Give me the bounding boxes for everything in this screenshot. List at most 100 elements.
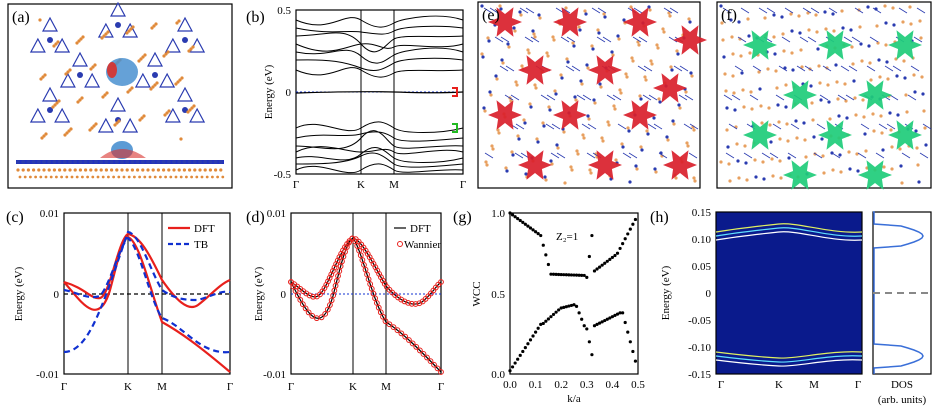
- cluster-star: [653, 73, 687, 103]
- side-substrate-atom: [21, 168, 25, 172]
- substrate-dot: [104, 32, 108, 36]
- pattern-atom: [778, 159, 782, 163]
- pattern-atom: [817, 64, 821, 68]
- pattern-atom: [653, 167, 657, 171]
- wannier-point: [434, 365, 441, 372]
- pattern-bond: [749, 94, 759, 101]
- substrate-dot: [137, 59, 141, 63]
- cluster-star: [588, 55, 622, 85]
- pattern-bond: [612, 94, 622, 101]
- pattern-atom: [652, 116, 656, 120]
- b-ytick-0: 0.5: [277, 5, 291, 17]
- wcc-point: [508, 211, 512, 215]
- g-ytick-1: 0.5: [491, 289, 505, 301]
- pattern-bond: [775, 94, 785, 101]
- h-ytick-0: 0.15: [692, 207, 712, 219]
- g-ylabel: WCC: [471, 281, 483, 306]
- wannier-point: [310, 293, 317, 300]
- side-atom: [109, 160, 114, 164]
- pattern-atom: [860, 59, 864, 63]
- pattern-bond: [653, 123, 663, 130]
- wcc-point: [577, 311, 581, 315]
- side-atom: [187, 160, 192, 164]
- pattern-atom: [791, 68, 795, 72]
- pattern-atom: [780, 15, 784, 19]
- substrate-dot: [65, 131, 69, 135]
- pattern-bond: [723, 94, 733, 101]
- wcc-point: [526, 342, 530, 346]
- pattern-atom: [666, 138, 670, 142]
- wcc-point: [623, 320, 627, 325]
- pattern-atom: [824, 27, 828, 31]
- pattern-atom: [848, 167, 852, 171]
- pattern-atom: [566, 60, 570, 64]
- pattern-atom: [863, 132, 867, 136]
- wcc-point: [580, 317, 584, 321]
- pattern-bond: [642, 94, 652, 101]
- pattern-bond: [617, 123, 627, 130]
- cluster-star: [553, 7, 587, 37]
- side-substrate-atom: [44, 175, 48, 179]
- pattern-atom: [581, 133, 585, 137]
- heatmap-band-lower: [715, 351, 863, 359]
- triangle-motif: [54, 107, 71, 123]
- pattern-atom: [546, 54, 550, 58]
- wannier-point: [324, 306, 331, 313]
- side-substrate-atom: [78, 168, 82, 172]
- pattern-atom: [657, 97, 661, 101]
- wcc-point: [567, 304, 571, 308]
- pattern-atom: [761, 160, 765, 164]
- pattern-bond: [848, 65, 858, 72]
- wcc-point: [559, 272, 563, 277]
- side-view-atoms: [16, 149, 225, 179]
- wannier-point: [299, 301, 306, 308]
- substrate-dot: [140, 116, 144, 120]
- pattern-atom: [610, 50, 614, 54]
- pattern-bond: [596, 36, 606, 43]
- pattern-bond: [784, 7, 794, 14]
- wcc-point: [631, 349, 635, 354]
- g-xlabel: k/a: [567, 393, 581, 405]
- pattern-atom: [918, 19, 922, 23]
- pattern-atom: [884, 21, 888, 25]
- pattern-atom: [732, 91, 736, 95]
- pattern-atom: [617, 37, 621, 41]
- pattern-atom: [586, 114, 590, 118]
- side-substrate-atom: [138, 175, 142, 179]
- b-ytick-1: 0: [286, 87, 292, 99]
- pattern-atom: [881, 148, 885, 152]
- substrate-dot: [55, 101, 59, 105]
- pattern-atom: [489, 93, 493, 97]
- pattern-atom: [876, 41, 880, 45]
- pattern-bond: [831, 152, 841, 159]
- pattern-atom: [795, 136, 799, 140]
- pattern-bond: [854, 7, 864, 14]
- pattern-bond: [769, 152, 779, 159]
- c-xtick-1: K: [124, 381, 132, 393]
- pattern-atom: [737, 20, 741, 24]
- pattern-bond: [628, 152, 638, 159]
- d-xtick-1: K: [349, 381, 357, 393]
- wcc-point: [526, 224, 530, 228]
- pattern-atom: [601, 139, 605, 143]
- pattern-atom: [580, 82, 584, 86]
- wcc-point: [549, 315, 553, 319]
- pattern-atom: [658, 100, 662, 104]
- pattern-atom: [821, 154, 825, 158]
- d-ylabel: Energy (eV): [253, 266, 265, 321]
- pattern-atom: [750, 107, 754, 111]
- pattern-atom: [563, 181, 567, 185]
- wcc-point: [587, 340, 591, 344]
- pattern-atom: [496, 128, 500, 132]
- triangle-motif: [146, 51, 164, 67]
- substrate-dot: [39, 77, 43, 81]
- pattern-atom: [669, 65, 673, 69]
- substrate-dot: [89, 67, 93, 71]
- pattern-atom: [844, 99, 848, 103]
- pattern-bond: [576, 94, 586, 101]
- side-substrate-atom: [141, 168, 145, 172]
- pattern-bond: [922, 123, 932, 130]
- substrate-dot: [41, 75, 45, 79]
- pattern-bond: [886, 123, 896, 130]
- molecular-lattice: [29, 1, 206, 141]
